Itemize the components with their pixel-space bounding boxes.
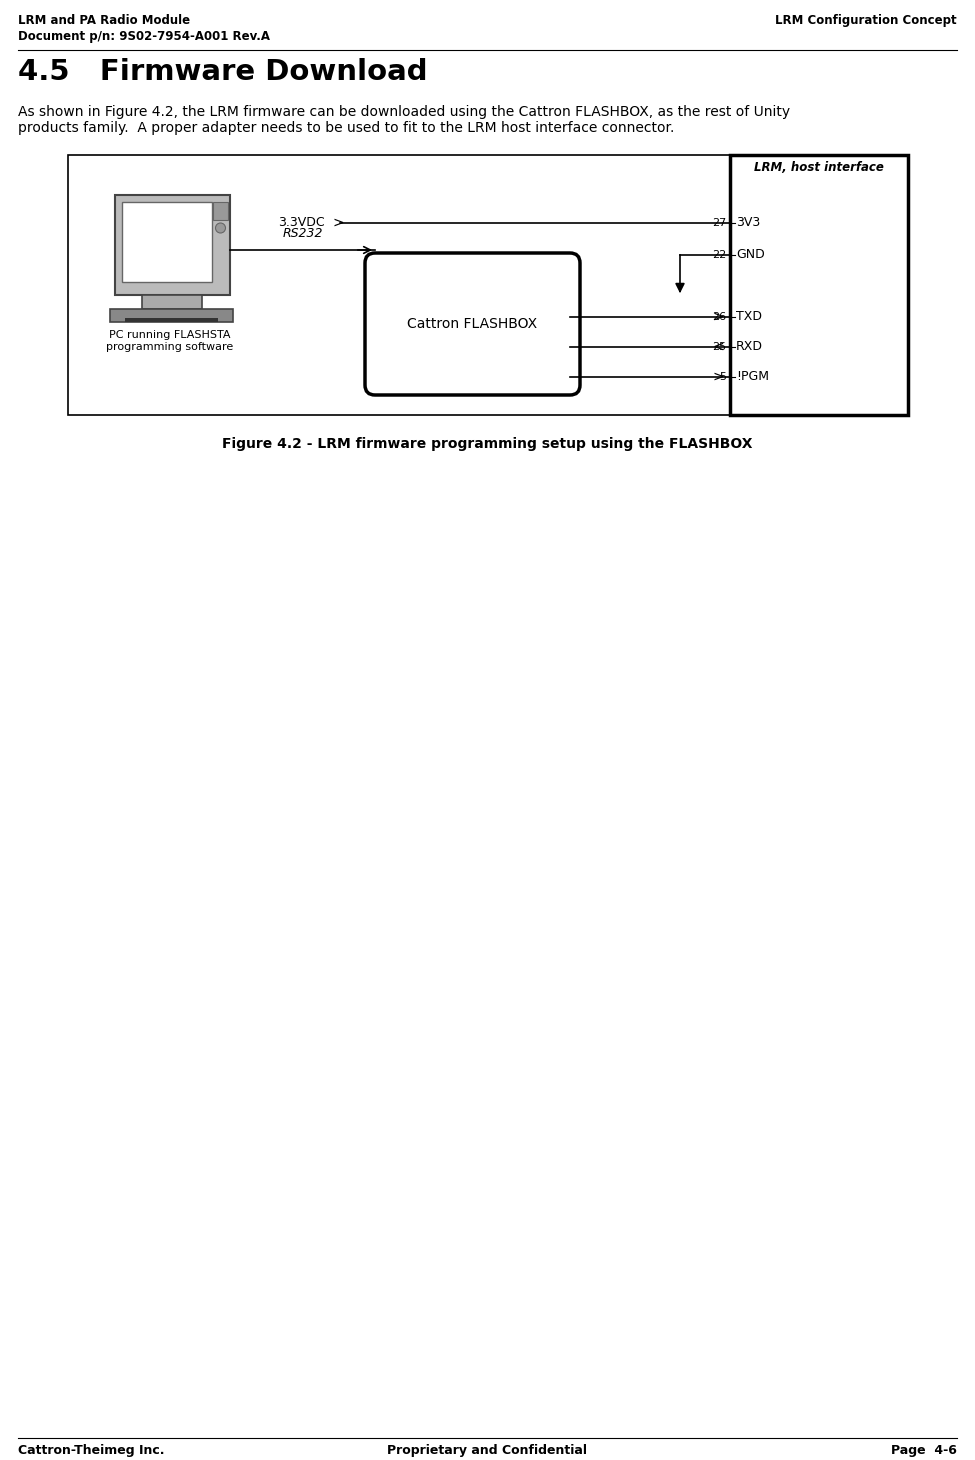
Text: PC running FLASHSTA: PC running FLASHSTA <box>109 330 231 340</box>
Text: 5: 5 <box>719 372 726 383</box>
Text: Cattron FLASHBOX: Cattron FLASHBOX <box>408 317 537 331</box>
Text: LRM Configuration Concept: LRM Configuration Concept <box>775 15 957 26</box>
Text: 4.5   Firmware Download: 4.5 Firmware Download <box>18 58 428 86</box>
Text: 3V3: 3V3 <box>736 216 760 229</box>
Text: TXD: TXD <box>736 311 762 324</box>
FancyBboxPatch shape <box>365 253 580 396</box>
Text: Page  4-6: Page 4-6 <box>891 1444 957 1457</box>
Bar <box>115 196 230 295</box>
Text: Cattron-Theimeg Inc.: Cattron-Theimeg Inc. <box>18 1444 165 1457</box>
Text: 3.3VDC: 3.3VDC <box>279 216 325 229</box>
Bar <box>125 318 218 323</box>
Text: As shown in Figure 4.2, the LRM firmware can be downloaded using the Cattron FLA: As shown in Figure 4.2, the LRM firmware… <box>18 105 790 120</box>
Bar <box>110 310 233 323</box>
Text: >: > <box>712 369 723 384</box>
Text: 25: 25 <box>712 342 726 352</box>
Text: Figure 4.2 - LRM firmware programming setup using the FLASHBOX: Figure 4.2 - LRM firmware programming se… <box>221 437 753 451</box>
Bar <box>213 201 228 220</box>
Text: Proprietary and Confidential: Proprietary and Confidential <box>387 1444 587 1457</box>
Text: Document p/n: 9S02-7954-A001 Rev.A: Document p/n: 9S02-7954-A001 Rev.A <box>18 31 270 42</box>
Bar <box>730 155 908 415</box>
Text: LRM, host interface: LRM, host interface <box>754 161 884 174</box>
Text: 26: 26 <box>712 312 726 323</box>
Text: GND: GND <box>736 248 764 261</box>
Text: !PGM: !PGM <box>736 371 769 384</box>
Text: RXD: RXD <box>736 340 763 353</box>
Text: products family.  A proper adapter needs to be used to fit to the LRM host inter: products family. A proper adapter needs … <box>18 121 675 134</box>
Circle shape <box>215 223 225 234</box>
Bar <box>142 295 202 310</box>
Bar <box>122 201 212 282</box>
Text: >: > <box>332 216 343 231</box>
Text: <: < <box>712 340 723 353</box>
Text: >: > <box>712 310 723 324</box>
Text: 27: 27 <box>712 218 726 228</box>
Text: LRM and PA Radio Module: LRM and PA Radio Module <box>18 15 190 26</box>
Text: RS232: RS232 <box>282 226 323 239</box>
Bar <box>68 155 908 415</box>
Text: programming software: programming software <box>106 342 234 352</box>
Text: 22: 22 <box>712 250 726 260</box>
